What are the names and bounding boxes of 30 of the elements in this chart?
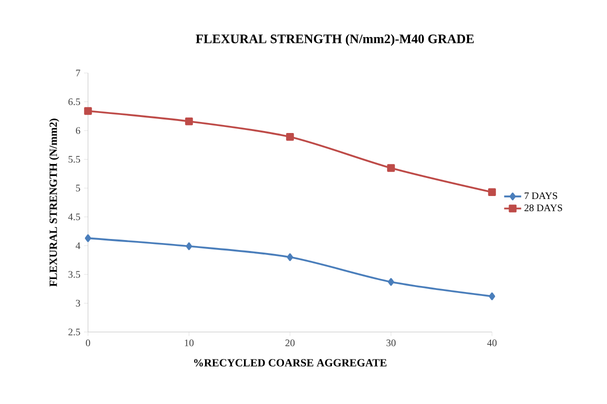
- x-axis-title: %RECYCLED COARSE AGGREGATE: [194, 359, 386, 367]
- y-tick-label: 7: [76, 70, 80, 76]
- y-tick-label: 5: [76, 184, 80, 192]
- point: [488, 188, 496, 196]
- y-tick-label: 4.5: [68, 214, 80, 220]
- point: [84, 107, 92, 115]
- point: [388, 278, 394, 286]
- y-tick-label: 5.5: [68, 156, 80, 163]
- point: [488, 292, 496, 300]
- point: [387, 164, 395, 172]
- x-tick-label: 0: [86, 340, 90, 346]
- legend-label: 28 DAYS: [524, 204, 562, 212]
- y-tick-label: 6.5: [68, 98, 80, 106]
- point: [84, 234, 92, 242]
- y-tick-label: 2.5: [68, 328, 80, 336]
- x-tick-label: 30: [386, 340, 396, 346]
- legend-label: 7 DAYS: [524, 192, 558, 200]
- x-tick-label: 10: [184, 340, 194, 346]
- y-axis-title: FLEXURAL STRENGTH (N/mm2): [49, 118, 60, 287]
- point: [286, 132, 294, 141]
- y-tick-label: 3: [76, 300, 80, 307]
- y-tick-label: 4: [76, 242, 80, 249]
- x-tick-label: 20: [285, 340, 295, 346]
- y-tick-label: 3.5: [68, 271, 80, 278]
- point: [185, 117, 193, 126]
- point: [186, 242, 192, 250]
- point: [286, 253, 294, 262]
- chart-title: FLEXURAL STRENGTH (N/mm2)-M40 GRADE: [196, 34, 474, 46]
- x-tick-label: 40: [487, 340, 497, 346]
- y-tick-label: 6: [76, 127, 80, 134]
